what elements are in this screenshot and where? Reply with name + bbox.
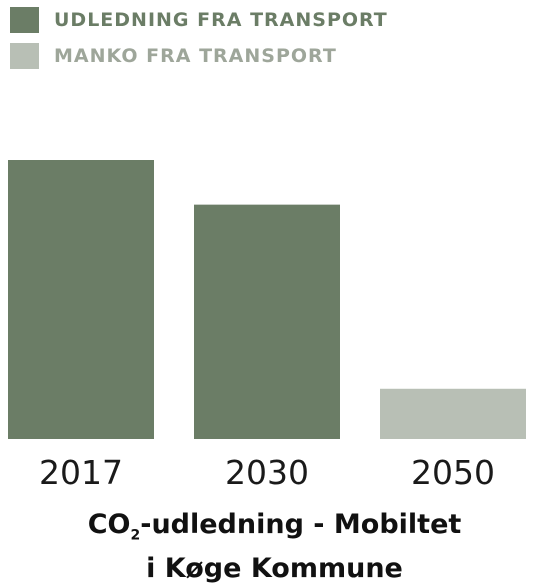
chart-title-rest: -udledning - Mobiltet xyxy=(140,509,462,540)
x-tick-label-2030: 2030 xyxy=(225,453,309,492)
chart-title-line-1: CO2-udledning - Mobiltet xyxy=(0,508,549,552)
chart-title-subscript: 2 xyxy=(130,527,141,544)
bar-chart: 2017 2030 2050 xyxy=(8,160,526,492)
chart-title: CO2-udledning - Mobiltet i Køge Kommune xyxy=(0,508,549,586)
legend-swatch-manko xyxy=(10,43,39,69)
legend-item-manko: MANKO FRA TRANSPORT xyxy=(10,42,388,70)
legend-label-manko: MANKO FRA TRANSPORT xyxy=(54,45,337,67)
legend-label-udledning: UDLEDNING FRA TRANSPORT xyxy=(54,9,388,31)
legend-swatch-udledning xyxy=(10,7,39,33)
legend-item-udledning: UDLEDNING FRA TRANSPORT xyxy=(10,6,388,34)
chart-title-line-2: i Køge Kommune xyxy=(146,553,403,585)
bar-manko-2050 xyxy=(380,388,526,439)
x-tick-label-2050: 2050 xyxy=(411,453,495,492)
bar-udledning-2017 xyxy=(8,160,154,439)
x-tick-label-2017: 2017 xyxy=(39,453,123,492)
chart-legend: UDLEDNING FRA TRANSPORT MANKO FRA TRANSP… xyxy=(10,6,388,78)
chart-title-co: CO xyxy=(87,509,131,540)
bar-udledning-2030 xyxy=(194,204,340,439)
